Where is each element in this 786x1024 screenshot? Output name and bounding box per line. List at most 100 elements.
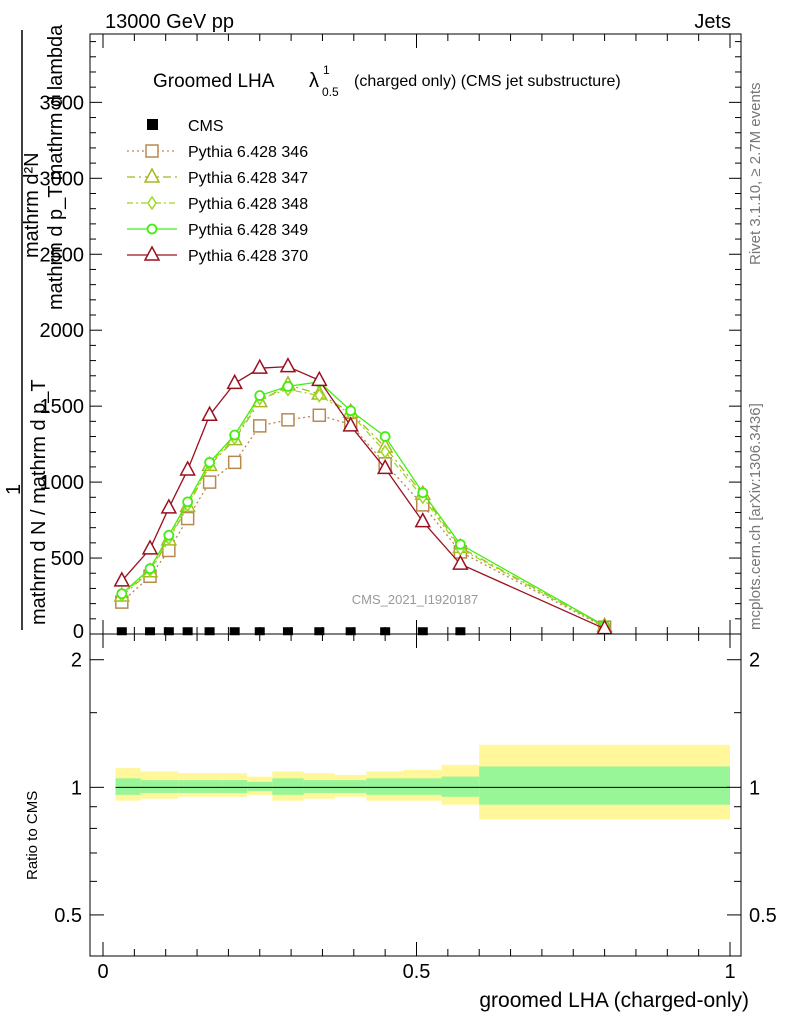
legend-label: Pythia 6.428 346 (188, 144, 308, 161)
ratio-inner-band (140, 780, 160, 793)
cms-point (182, 627, 193, 636)
x-axis-label: groomed LHA (charged-only) (479, 989, 749, 1012)
series-point-3 (282, 381, 294, 392)
cms-point (163, 627, 174, 636)
series-point-0 (312, 408, 327, 423)
series-line-1 (121, 384, 605, 627)
y-tick-label: 3000 (40, 168, 85, 190)
series-point-4 (160, 498, 178, 514)
side-mcplots: mcplots.cern.ch [arXiv:1306.3436] (747, 403, 764, 630)
series-point-4 (113, 571, 131, 587)
cms-point (282, 627, 293, 636)
y-tick-label: 3500 (40, 92, 85, 114)
series-point-3 (345, 405, 357, 417)
ratio-inner-band (479, 766, 730, 805)
y-tick-label: 0 (73, 621, 84, 643)
series-point-3 (417, 487, 429, 499)
cms-point (204, 627, 215, 636)
legend-marker-0 (145, 144, 159, 158)
series-point-4 (226, 373, 243, 390)
y-tick-label: 500 (51, 548, 84, 570)
legend-marker-4 (143, 245, 161, 261)
ratio-inner-band (222, 780, 248, 793)
ratio-y-tick-label-right: 2 (749, 650, 760, 672)
y-tick-label: 1500 (40, 396, 85, 418)
legend-label: Pythia 6.428 349 (188, 222, 308, 239)
ratio-inner-band (334, 780, 367, 793)
cms-point (314, 627, 325, 636)
series-point-3 (454, 538, 466, 550)
series-point-4 (179, 460, 196, 476)
cms-point (380, 627, 391, 636)
ratio-y-tick-label-right: 1 (749, 777, 760, 799)
title-main: Groomed LHA (153, 71, 275, 92)
ratio-inner-band (441, 776, 480, 797)
legend-marker-3 (146, 223, 158, 235)
series-line-4 (121, 366, 605, 630)
series-line-2 (121, 388, 605, 627)
ratio-bands (115, 744, 730, 820)
ratio-inner-band (366, 778, 404, 795)
x-tick-label: 0.5 (403, 961, 431, 983)
series-point-4 (414, 512, 432, 528)
y-tick-label: 2000 (40, 320, 85, 342)
ratio-y-tick-label: 1 (71, 777, 82, 799)
ratio-frame (89, 633, 742, 957)
ratio-y-tick-label: 0.5 (54, 905, 82, 927)
x-tick-label: 0 (97, 961, 108, 983)
ratio-inner-band (247, 781, 273, 792)
series-point-4 (141, 539, 159, 555)
series-point-3 (204, 456, 215, 468)
cms-point (116, 627, 127, 636)
y-axis-label: mathrm d²N mathrm d p_T mathrm d lambda … (3, 24, 67, 625)
y-tick-label: 2500 (40, 244, 85, 266)
ratio-inner-band (303, 780, 335, 793)
series-point-4 (342, 416, 359, 432)
ratio-inner-band (272, 778, 304, 795)
ratio-inner-band (115, 778, 141, 795)
legend-cms-marker (147, 119, 158, 130)
cms-point (345, 627, 356, 636)
ratio-y-tick-label: 2 (71, 650, 82, 672)
header-right: Jets (694, 11, 731, 33)
title-sup: 1 (323, 63, 330, 77)
series-point-4 (311, 370, 328, 387)
ratio-axes: 0 0.5 1 0.5 0.5 1 1 2 2 (54, 633, 777, 983)
series-point-4 (201, 405, 218, 422)
legend-label: Pythia 6.428 370 (188, 248, 308, 265)
ratio-ylabel: Ratio to CMS (24, 791, 41, 880)
ylabel-bottom: mathrm d N / mathrm d p_T (28, 379, 50, 625)
title-lambda: λ (309, 70, 319, 92)
legend: CMS Pythia 6.428 346 Pythia 6.428 347 Pythi… (127, 118, 308, 265)
ratio-inner-band (403, 778, 442, 795)
cms-point (254, 627, 265, 636)
ylabel-top-num: mathrm d²N (21, 152, 43, 258)
legend-label: Pythia 6.428 347 (188, 170, 308, 187)
legend-marker-2 (147, 195, 157, 211)
series-point-4 (279, 357, 297, 373)
series-point-0 (180, 511, 195, 526)
cms-point (417, 627, 428, 636)
ratio-y-tick-label-right: 0.5 (749, 905, 777, 927)
series-point-3 (182, 496, 194, 508)
title-sub: 0.5 (322, 85, 339, 99)
series-point-3 (229, 429, 241, 441)
series-point-4 (376, 458, 394, 475)
ylabel-top-den: mathrm d p_T mathrm d lambda (45, 24, 67, 310)
cms-point (229, 627, 240, 636)
x-tick-label: 1 (724, 961, 735, 983)
series-point-0 (227, 455, 242, 470)
legend-label: Pythia 6.428 348 (188, 196, 308, 213)
y-tick-label: 1000 (40, 472, 85, 494)
series-point-3 (379, 431, 391, 442)
header-left: 13000 GeV pp (105, 11, 234, 33)
main-axes: 500 1000 1500 2000 2500 3000 3500 0 (40, 33, 742, 643)
series-line-3 (121, 381, 605, 627)
series-point-3 (116, 588, 128, 600)
series-point-4 (251, 358, 269, 374)
ylabel-one: 1 (3, 484, 25, 495)
series-point-3 (163, 529, 175, 541)
series-point-2 (380, 444, 391, 460)
series-point-3 (144, 563, 156, 575)
